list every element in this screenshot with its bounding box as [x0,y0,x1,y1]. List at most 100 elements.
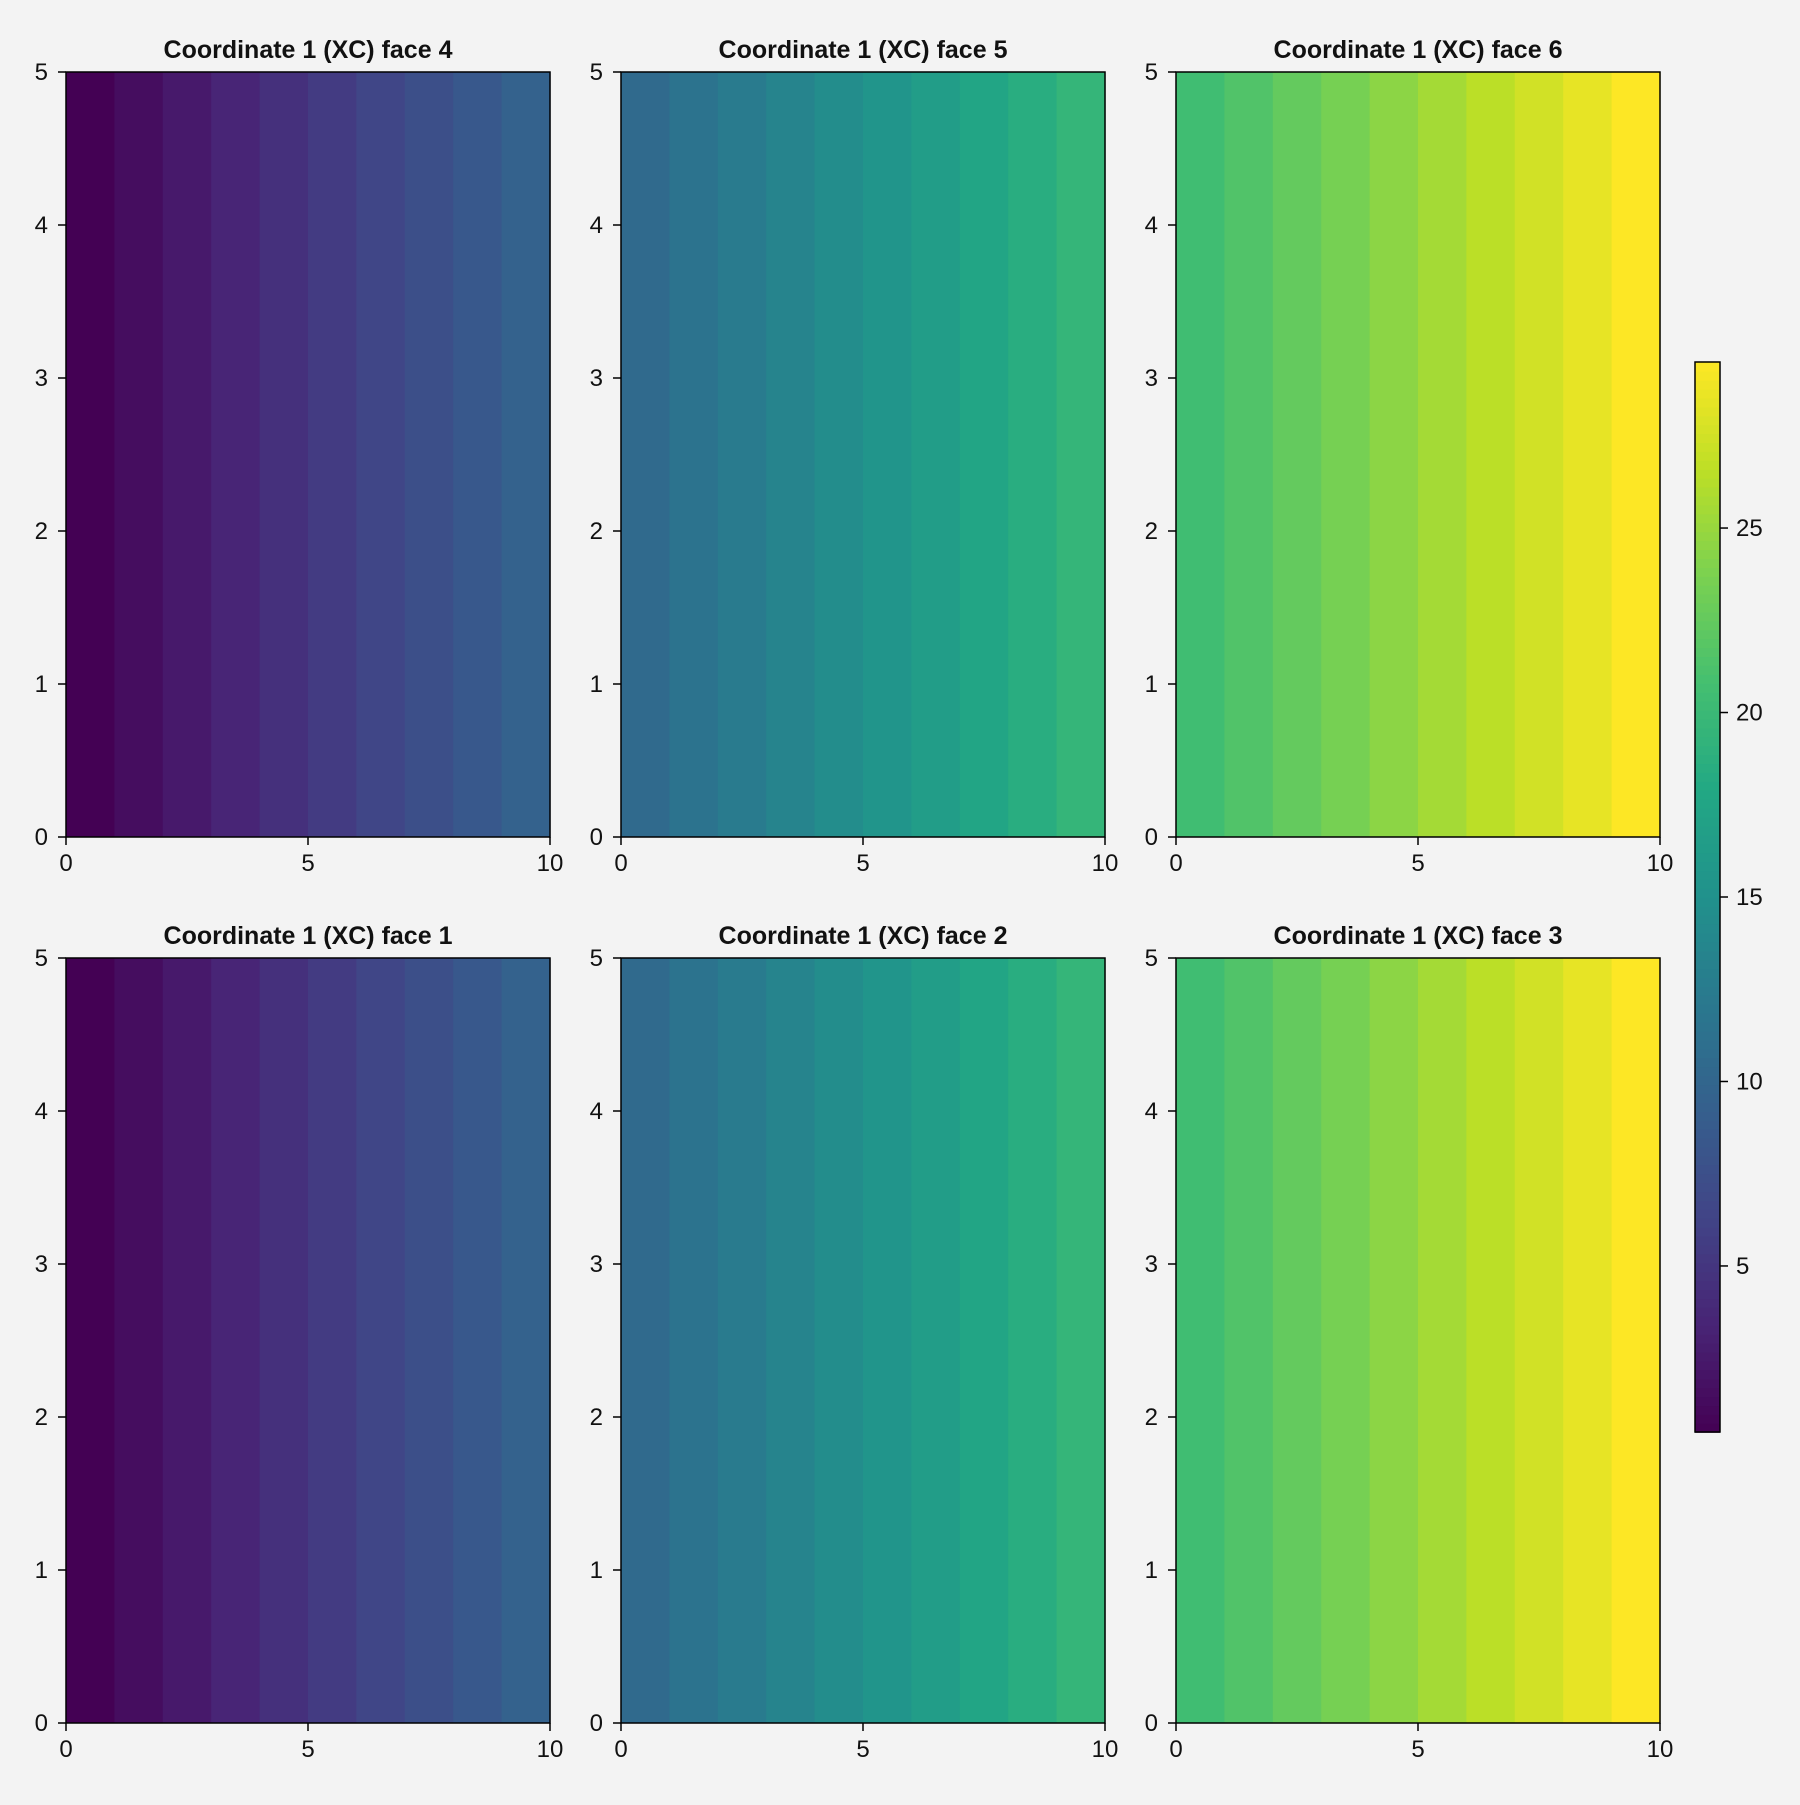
panel-face-6-cell-9 [1611,72,1661,837]
panel-face-5-ytick-label-1: 1 [590,671,603,698]
colorbar-segment-25 [1695,1200,1720,1210]
panel-face-3-ytick-label-1: 1 [1145,1557,1158,1584]
panel-face-3-ytick-label-3: 3 [1145,1251,1158,1278]
colorbar-segment-118 [1695,370,1720,381]
panel-face-2-cell-8 [1008,958,1058,1723]
panel-face-3-ytick-label-2: 2 [1145,1404,1158,1431]
colorbar-segment-88 [1695,638,1720,649]
colorbar-segment-114 [1695,406,1720,417]
colorbar-segment-63 [1695,861,1720,872]
colorbar-segment-73 [1695,772,1720,782]
panel-face-6-cell-4 [1369,72,1419,837]
panel-face-6-ytick-label-0: 0 [1145,824,1158,851]
panel-face-4-cell-1 [114,72,164,837]
colorbar-segment-58 [1695,905,1720,916]
panel-face-4-cell-6 [356,72,406,837]
panel-face-6-ytick-label-1: 1 [1145,671,1158,698]
colorbar-segment-3 [1695,1396,1720,1407]
panel-face-2-cell-4 [814,958,864,1723]
panel-face-4-xtick-label-5: 5 [301,850,314,877]
colorbar-segment-100 [1695,531,1720,542]
colorbar-segment-84 [1695,674,1720,684]
panel-face-5-ytick-label-3: 3 [590,365,603,392]
panel-face-2-cell-3 [766,958,816,1723]
colorbar-segment-103 [1695,504,1720,515]
panel-face-5-cell-0 [621,72,670,837]
panel-face-4-ytick-label-5: 5 [35,59,48,86]
panel-face-5-cell-9 [1056,72,1106,837]
panel-face-6-ytick-label-5: 5 [1145,59,1158,86]
panel-face-2-xtick-label-5: 5 [856,1736,869,1763]
panel-face-6-cell-0 [1176,72,1225,837]
colorbar-segment-95 [1695,576,1720,586]
colorbar-segment-101 [1695,522,1720,533]
colorbar-segment-77 [1695,736,1720,747]
panel-face-1-cell-8 [453,958,503,1723]
colorbar-segment-21 [1695,1235,1720,1246]
panel-face-1-cell-0 [66,958,115,1723]
colorbar-segment-113 [1695,415,1720,426]
colorbar-segment-41 [1695,1057,1720,1068]
panel-face-6-ytick-label-3: 3 [1145,365,1158,392]
panel-face-1-ytick-label-5: 5 [35,945,48,972]
colorbar-segment-93 [1695,593,1720,604]
panel-face-6-title: Coordinate 1 (XC) face 6 [1274,36,1563,64]
colorbar-segment-57 [1695,914,1720,925]
colorbar-segment-17 [1695,1271,1720,1282]
colorbar-segment-27 [1695,1182,1720,1193]
colorbar-segment-90 [1695,620,1720,631]
panel-face-3-cell-7 [1514,958,1564,1723]
panel-face-5-title: Coordinate 1 (XC) face 5 [719,36,1008,64]
colorbar-segment-48 [1695,995,1720,1005]
panel-face-5-cell-2 [717,72,767,837]
colorbar-segment-97 [1695,558,1720,568]
panel-face-1-ytick-label-2: 2 [35,1404,48,1431]
colorbar-segment-22 [1695,1226,1720,1237]
colorbar-segment-68 [1695,816,1720,827]
colorbar-segment-79 [1695,718,1720,729]
colorbar-segment-116 [1695,388,1720,399]
colorbar-segment-40 [1695,1066,1720,1077]
colorbar-segment-10 [1695,1333,1720,1344]
colorbar-segment-70 [1695,798,1720,809]
colorbar-segment-1 [1695,1414,1720,1424]
colorbar-tick-label-10: 10 [1736,1068,1763,1095]
panel-face-1-cell-1 [114,958,164,1723]
colorbar-segment-20 [1695,1244,1720,1255]
colorbar-segment-55 [1695,932,1720,943]
panel-face-4-ytick-label-4: 4 [35,212,48,239]
panel-face-5-xtick-label-0: 0 [614,850,627,877]
colorbar-segment-56 [1695,923,1720,934]
colorbar-segment-62 [1695,870,1720,880]
panel-face-5-cell-8 [1008,72,1058,837]
colorbar-segment-19 [1695,1253,1720,1264]
panel-face-3-cell-3 [1321,958,1371,1723]
colorbar-tick-label-15: 15 [1736,884,1763,911]
colorbar-segment-87 [1695,647,1720,658]
panel-face-5-xtick-label-10: 10 [1092,850,1119,877]
panel-face-4-cell-0 [66,72,115,837]
colorbar-segment-33 [1695,1128,1720,1139]
colorbar-segment-94 [1695,584,1720,595]
panel-face-6-cell-5 [1418,72,1467,837]
colorbar-segment-75 [1695,754,1720,765]
colorbar-tick-label-25: 25 [1736,515,1763,542]
colorbar-segment-4 [1695,1387,1720,1398]
colorbar-segment-51 [1695,968,1720,979]
colorbar-segment-32 [1695,1137,1720,1148]
colorbar-segment-24 [1695,1209,1720,1219]
panel-face-2-ytick-label-5: 5 [590,945,603,972]
colorbar-segment-36 [1695,1102,1720,1112]
colorbar-segment-66 [1695,834,1720,845]
panel-face-1-xtick-label-10: 10 [537,1736,564,1763]
colorbar-segment-71 [1695,790,1720,800]
colorbar-segment-9 [1695,1342,1720,1353]
panel-face-1-title: Coordinate 1 (XC) face 1 [164,922,453,950]
panel-face-4-cell-8 [453,72,503,837]
panel-face-4-title: Coordinate 1 (XC) face 4 [164,36,453,64]
panel-face-4-cell-5 [308,72,357,837]
colorbar-segment-8 [1695,1351,1720,1362]
colorbar-segment-91 [1695,611,1720,622]
panel-face-5-cell-4 [814,72,864,837]
panel-face-1-ytick-label-0: 0 [35,1710,48,1737]
